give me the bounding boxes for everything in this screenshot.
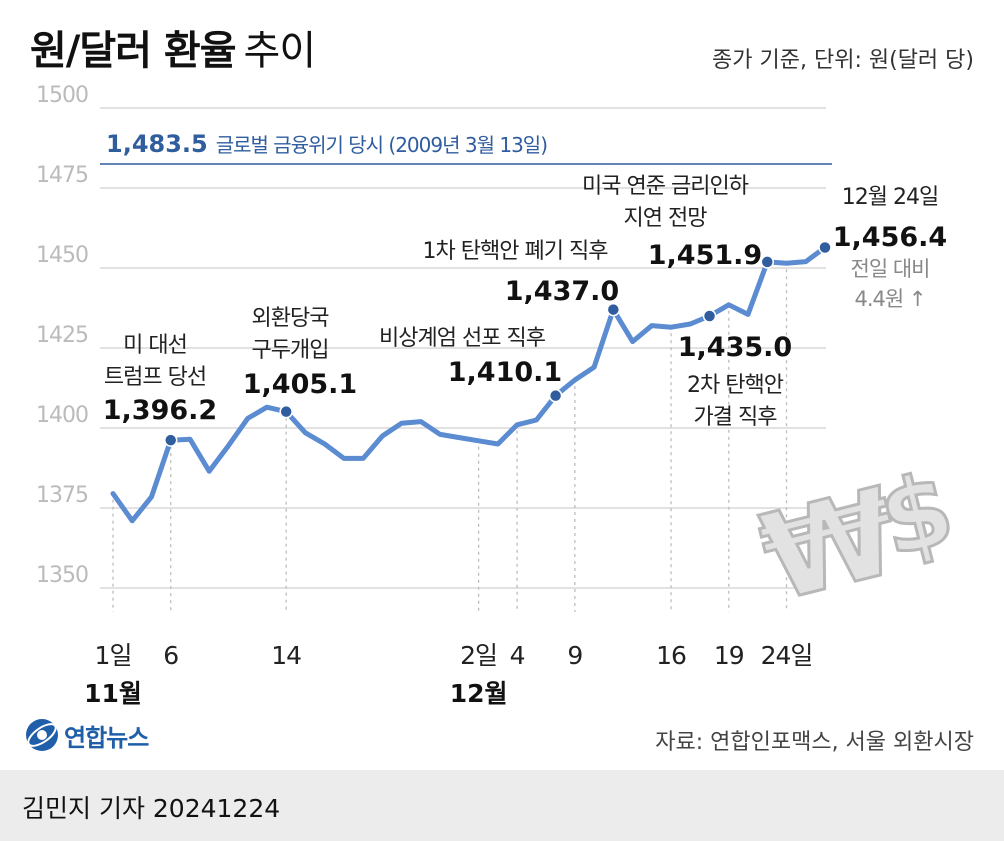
yonhap-logo-text: 연합뉴스 — [64, 723, 149, 752]
annotation-point — [702, 309, 717, 323]
y-tick-label: 1400 — [36, 403, 88, 428]
footer-credit: 김민지 기자 20241224 — [22, 794, 281, 823]
grid-layer: 1500 1475 1450 1425 1400 1375 1350 — [36, 83, 826, 612]
annotation-label: 지연 전망 — [624, 206, 708, 231]
source-note: 자료: 연합인포맥스, 서울 외환시장 — [655, 730, 974, 755]
footer-band — [0, 770, 1004, 841]
x-axis-layer: 1일 6 14 2일 4 9 16 19 24일 11월 12월 — [84, 641, 813, 708]
annotation-value: 1,435.0 — [678, 332, 792, 363]
reference-layer: 1,483.5 글로벌 금융위기 당시 (2009년 3월 13일) — [100, 130, 832, 165]
annotation-label: 미국 연준 금리인하 — [582, 174, 749, 199]
annotation-value: 1,405.1 — [243, 369, 357, 400]
exchange-rate-chart: 1500 1475 1450 1425 1400 1375 1350 1,483.5 글로벌 … — [36, 83, 966, 708]
annotation-change: 4.4원 ↑ — [855, 287, 926, 311]
series-layer — [110, 240, 832, 524]
x-month-label: 11월 — [84, 679, 142, 708]
annotation-value: 1,451.9 — [648, 240, 762, 271]
reference-value: 1,483.5 — [106, 130, 208, 158]
x-tick-label: 14 — [271, 641, 301, 670]
won-symbol-icon: ₩ — [749, 462, 911, 629]
x-tick-label: 2일 — [460, 641, 497, 670]
annotation-value: 1,456.4 — [833, 222, 947, 253]
y-tick-label: 1450 — [36, 243, 88, 268]
annotation-label: 12월 24일 — [842, 185, 938, 210]
annotation-label: 가결 직후 — [694, 405, 778, 430]
annotation-value: 1,396.2 — [103, 395, 217, 426]
x-tick-label: 16 — [656, 641, 686, 670]
annotation-label: 구두개입 — [252, 338, 329, 363]
y-tick-label: 1375 — [36, 483, 88, 508]
annotation-value: 1,437.0 — [505, 276, 619, 307]
annotation-label: 외환당국 — [252, 306, 330, 331]
reference-text: 글로벌 금융위기 당시 (2009년 3월 13일) — [216, 133, 547, 157]
annotation-label: 트럼프 당선 — [104, 365, 206, 390]
y-tick-label: 1500 — [36, 83, 88, 108]
annotation-point — [606, 302, 621, 317]
y-tick-label: 1350 — [36, 563, 88, 588]
annotation-change: 전일 대비 — [851, 257, 930, 281]
annotation-label: 2차 탄핵안 — [687, 373, 784, 398]
x-tick-label: 19 — [714, 641, 744, 670]
x-month-label: 12월 — [450, 679, 508, 708]
yonhap-logo-icon — [26, 719, 58, 751]
x-tick-label: 4 — [510, 641, 525, 670]
annotation-label: 비상계엄 선포 직후 — [379, 326, 546, 351]
annotation-point — [163, 433, 178, 447]
reference-label: 1,483.5 글로벌 금융위기 당시 (2009년 3월 13일) — [106, 130, 547, 158]
x-tick-label: 9 — [567, 641, 582, 670]
annotation-label: 미 대선 — [123, 333, 187, 358]
annotation-point — [279, 404, 293, 419]
yonhap-logo: 연합뉴스 — [24, 717, 149, 753]
annotation-value: 1,410.1 — [448, 357, 562, 388]
annotation-point — [548, 388, 563, 403]
unit-note: 종가 기준, 단위: 원(달러 당) — [712, 48, 974, 73]
x-tick-label: 6 — [163, 641, 178, 670]
annotation-point — [818, 240, 832, 255]
x-tick-label: 1일 — [95, 641, 132, 670]
y-tick-label: 1475 — [36, 163, 88, 188]
chart-title-main: 원/달러 환율 — [30, 28, 237, 74]
x-tick-label: 24일 — [761, 641, 813, 670]
chart-title-sub: 추이 — [243, 28, 317, 74]
won-dollar-symbol-icon: ₩$ — [748, 448, 966, 631]
chart-title: 원/달러 환율 추이 — [30, 18, 317, 76]
y-tick-label: 1425 — [36, 323, 88, 348]
annotation-point — [760, 255, 775, 269]
annotation-label: 1차 탄핵안 폐기 직후 — [423, 239, 609, 264]
